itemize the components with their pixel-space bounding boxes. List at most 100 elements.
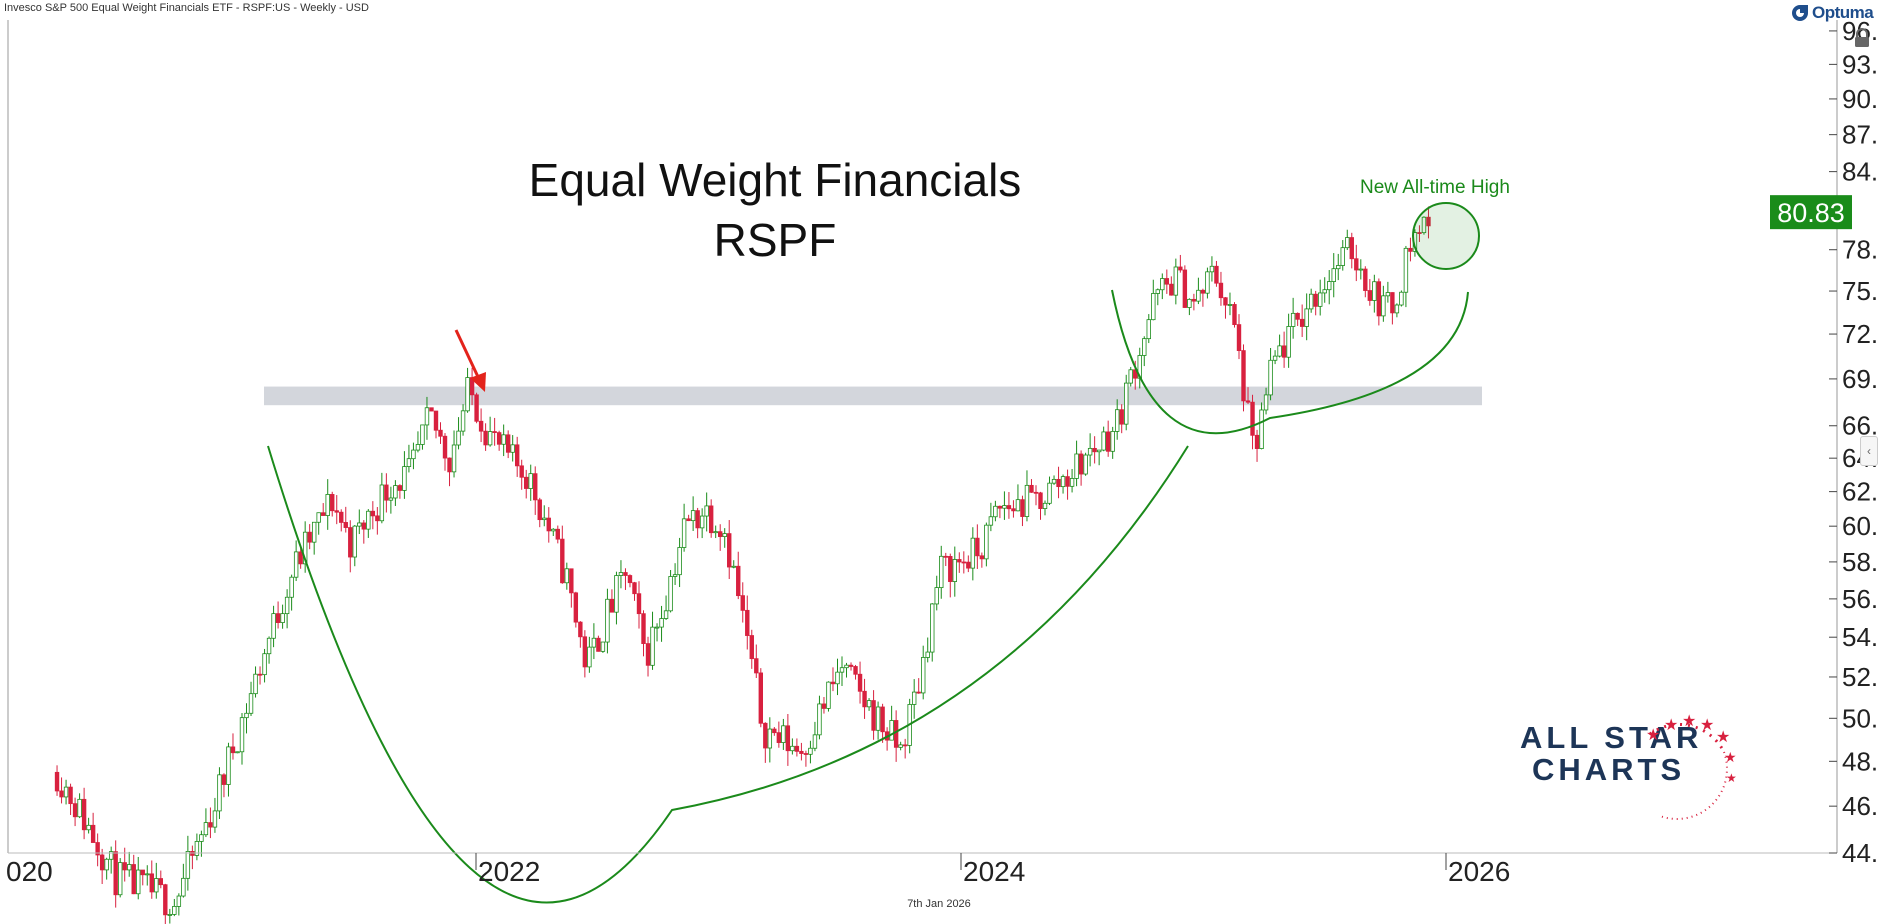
candle-up bbox=[379, 484, 385, 522]
candle-up bbox=[817, 703, 822, 736]
candle-down bbox=[569, 568, 574, 594]
candle-down bbox=[627, 575, 633, 584]
y-tick-label: 46.00 bbox=[1842, 791, 1878, 821]
candle-up bbox=[154, 878, 159, 893]
y-tick-label: 75.00 bbox=[1842, 276, 1878, 306]
candle-down bbox=[871, 700, 876, 731]
candle-up bbox=[690, 510, 696, 522]
logo-line1: ALL STAR bbox=[1520, 720, 1703, 755]
candle-down bbox=[1200, 289, 1206, 294]
y-tick-label: 87.00 bbox=[1842, 120, 1878, 150]
candle-up bbox=[1146, 319, 1151, 340]
candle-down bbox=[1011, 508, 1016, 512]
candle-down bbox=[1295, 312, 1300, 320]
candle-down bbox=[708, 505, 714, 534]
candle-up bbox=[1110, 431, 1115, 452]
x-tick-label: 2024 bbox=[963, 856, 1025, 887]
candle-up bbox=[1259, 409, 1264, 449]
candle-down bbox=[596, 637, 601, 652]
candle-up bbox=[325, 494, 330, 516]
candle-down bbox=[555, 528, 560, 540]
candle-down bbox=[754, 658, 759, 674]
candle-down bbox=[474, 394, 479, 422]
candle-down bbox=[321, 512, 326, 516]
candle-down bbox=[636, 593, 642, 615]
candle-down bbox=[997, 505, 1003, 509]
candle-up bbox=[501, 434, 506, 445]
resistance-zone bbox=[264, 386, 1482, 406]
candle-up bbox=[289, 576, 294, 598]
y-tick-label: 48.00 bbox=[1842, 746, 1878, 776]
candle-down bbox=[275, 613, 281, 624]
x-axis[interactable]: 020 2022 2024 2026 bbox=[6, 852, 1837, 887]
candle-down bbox=[902, 744, 908, 747]
cup-curve-2021-2024 bbox=[267, 445, 1189, 904]
y-ticks: 44.00 46.00 48.00 50.00 52.00 54.00 56.00 58.00… bbox=[1829, 16, 1878, 868]
y-tick-label: 56.00 bbox=[1842, 584, 1878, 614]
candle-down bbox=[478, 420, 484, 432]
candle-down bbox=[785, 725, 791, 752]
svg-text:★: ★ bbox=[1682, 713, 1696, 730]
candle-down bbox=[736, 565, 741, 597]
candle-up bbox=[239, 717, 245, 753]
y-tick-label: 62.00 bbox=[1842, 477, 1878, 507]
candle-down bbox=[632, 582, 637, 595]
instrument-header: Invesco S&P 500 Equal Weight Financials … bbox=[4, 2, 369, 14]
candle-up bbox=[1042, 502, 1048, 509]
candle-up bbox=[1114, 409, 1120, 432]
candle-down bbox=[1164, 278, 1170, 285]
candle-down bbox=[447, 457, 452, 473]
candle-up bbox=[659, 618, 664, 628]
candle-up bbox=[316, 512, 321, 523]
candle-up bbox=[366, 510, 371, 530]
candle-up bbox=[663, 610, 669, 619]
candle-up bbox=[185, 851, 191, 879]
candle-down bbox=[966, 561, 971, 569]
candle-down bbox=[948, 556, 953, 582]
candle-down bbox=[131, 864, 136, 895]
candle-down bbox=[348, 527, 353, 558]
svg-text:★: ★ bbox=[1700, 717, 1714, 734]
candle-down bbox=[560, 538, 565, 584]
lock-icon[interactable] bbox=[1853, 28, 1871, 48]
candle-down bbox=[1417, 232, 1422, 234]
candle-up bbox=[77, 798, 82, 818]
candle-up bbox=[393, 485, 398, 499]
candle-down bbox=[163, 884, 168, 916]
chart-title: Equal Weight Financials RSPF bbox=[470, 150, 1080, 270]
candle-down bbox=[149, 873, 154, 893]
candle-down bbox=[695, 510, 700, 529]
y-tick-label: 90.00 bbox=[1842, 84, 1878, 114]
candle-down bbox=[1133, 369, 1138, 379]
candle-up bbox=[993, 505, 998, 518]
collapse-panel-button[interactable]: ‹ bbox=[1860, 436, 1878, 466]
candle-down bbox=[384, 484, 389, 501]
candle-up bbox=[921, 657, 926, 694]
ath-annotation: New All-time High bbox=[1360, 177, 1510, 198]
candle-up bbox=[415, 444, 421, 451]
candle-up bbox=[1263, 394, 1269, 411]
y-tick-label: 69.00 bbox=[1842, 364, 1878, 394]
candle-down bbox=[1281, 345, 1287, 358]
candle-up bbox=[248, 693, 254, 714]
candle-up bbox=[1286, 326, 1291, 358]
candle-down bbox=[862, 690, 867, 708]
candle-down bbox=[81, 798, 87, 831]
candle-up bbox=[1290, 312, 1296, 327]
y-tick-label: 78.00 bbox=[1842, 235, 1878, 265]
candle-up bbox=[668, 576, 673, 612]
svg-text:★: ★ bbox=[1726, 771, 1737, 785]
candle-down bbox=[957, 559, 962, 563]
candle-up bbox=[63, 786, 69, 798]
candle-up bbox=[1142, 338, 1147, 356]
plot-area bbox=[7, 20, 1837, 924]
candle-up bbox=[262, 653, 267, 676]
candle-up bbox=[1331, 268, 1336, 282]
candle-up bbox=[551, 528, 556, 532]
candle-up bbox=[1047, 482, 1052, 504]
candle-up bbox=[266, 637, 272, 655]
y-axis[interactable]: 44.00 46.00 48.00 50.00 52.00 54.00 56.00 58.00… bbox=[1770, 16, 1878, 868]
candle-up bbox=[699, 515, 705, 529]
candle-up bbox=[889, 720, 894, 741]
candle-up bbox=[731, 565, 736, 568]
